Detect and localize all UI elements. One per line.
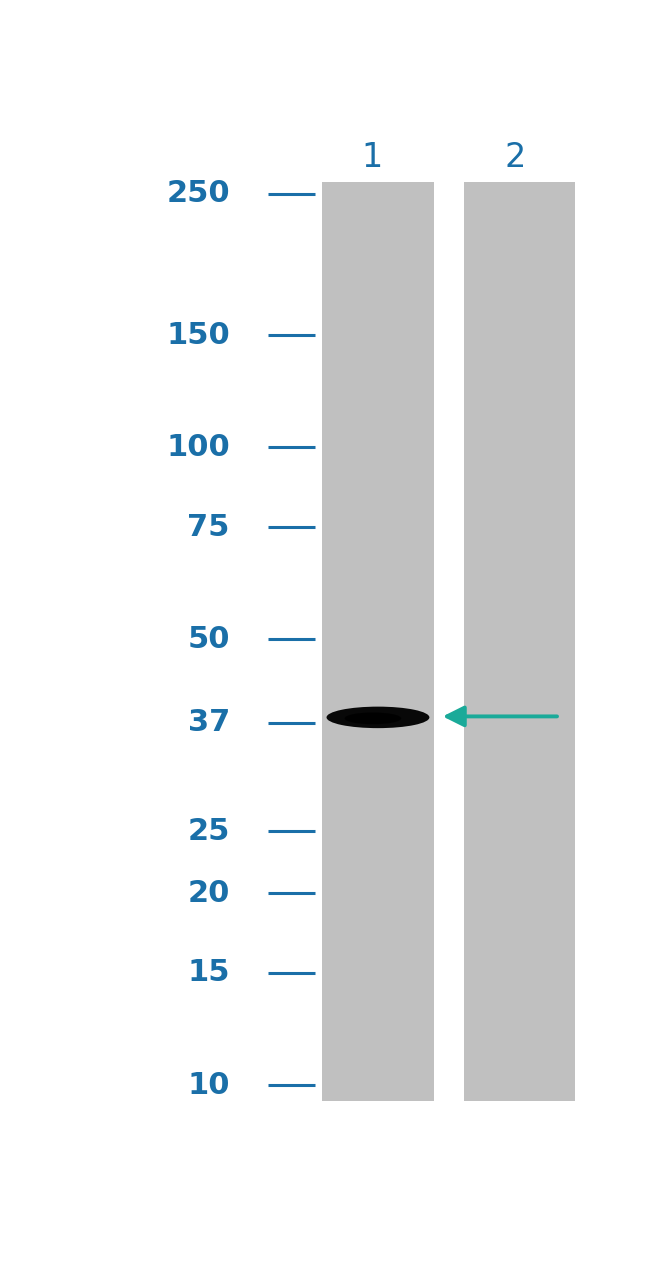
Text: 37: 37: [188, 709, 230, 738]
Bar: [322, 182, 434, 1101]
Ellipse shape: [344, 712, 401, 724]
Text: 25: 25: [187, 817, 230, 846]
Text: 50: 50: [187, 625, 230, 654]
Text: 10: 10: [187, 1071, 230, 1100]
Text: 100: 100: [166, 433, 230, 462]
Bar: [464, 182, 575, 1101]
Text: 150: 150: [166, 320, 230, 349]
Text: 250: 250: [166, 179, 230, 208]
Ellipse shape: [326, 706, 430, 728]
Text: 20: 20: [187, 879, 230, 908]
Text: 1: 1: [362, 141, 383, 174]
Text: 2: 2: [505, 141, 526, 174]
Text: 15: 15: [187, 959, 230, 988]
Text: 75: 75: [187, 513, 230, 541]
